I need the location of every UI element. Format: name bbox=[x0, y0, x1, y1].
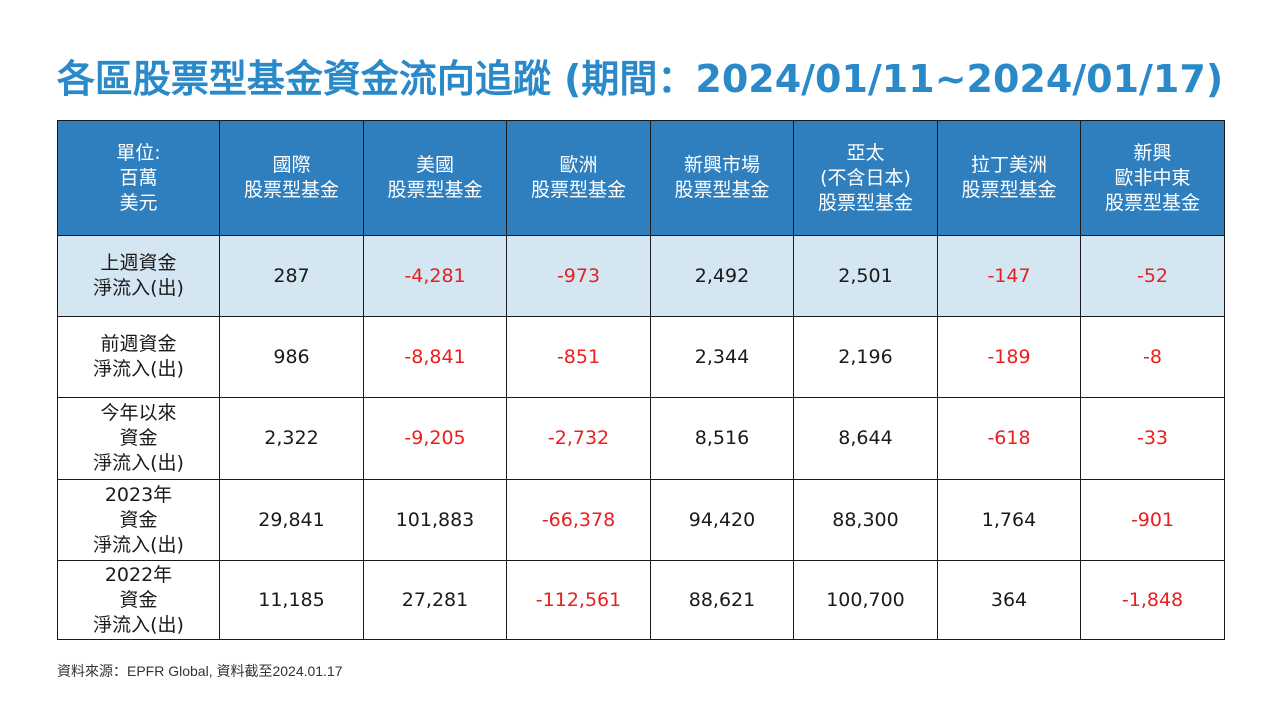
column-header-latin-america: 拉丁美洲 股票型基金 bbox=[937, 120, 1081, 236]
table-cell: 2,501 bbox=[793, 235, 938, 317]
table-cell: 2,492 bbox=[650, 235, 794, 317]
column-header-line: 美國 bbox=[415, 154, 454, 176]
row-label-line: 2022年 bbox=[104, 563, 173, 586]
row-label-line: 淨流入(出) bbox=[93, 533, 184, 556]
table-cell: 2,196 bbox=[793, 316, 938, 398]
table-cell: 11,185 bbox=[219, 560, 364, 640]
table-cell: -189 bbox=[937, 316, 1081, 398]
table-cell: 1,764 bbox=[937, 479, 1081, 561]
table-row: 2023年 資金 淨流入(出) 29,841 101,883 -66,378 9… bbox=[57, 479, 1225, 561]
column-header-europe: 歐洲 股票型基金 bbox=[506, 120, 651, 236]
table-cell: -33 bbox=[1080, 397, 1225, 480]
table-row: 2022年 資金 淨流入(出) 11,185 27,281 -112,561 8… bbox=[57, 560, 1225, 640]
column-header-us: 美國 股票型基金 bbox=[363, 120, 507, 236]
row-label: 2023年 資金 淨流入(出) bbox=[57, 479, 220, 561]
column-header-line: 股票型基金 bbox=[674, 179, 770, 201]
unit-line: 單位: bbox=[116, 141, 161, 164]
column-header-line: 股票型基金 bbox=[387, 179, 483, 201]
row-label-line: 淨流入(出) bbox=[93, 277, 184, 299]
column-header-line: 股票型基金 bbox=[817, 191, 913, 214]
column-header-line: 新興市場 bbox=[683, 154, 760, 176]
table-cell: 94,420 bbox=[650, 479, 794, 561]
table-cell: -901 bbox=[1080, 479, 1225, 561]
column-header-line: 歐洲 bbox=[559, 154, 598, 176]
table-row: 前週資金 淨流入(出) 986 -8,841 -851 2,344 2,196 … bbox=[57, 316, 1225, 398]
table-cell: 29,841 bbox=[219, 479, 364, 561]
table-cell: 986 bbox=[219, 316, 364, 398]
table-row: 今年以來 資金 淨流入(出) 2,322 -9,205 -2,732 8,516… bbox=[57, 397, 1225, 480]
table-cell: -2,732 bbox=[506, 397, 651, 480]
unit-line: 百萬 bbox=[119, 166, 158, 189]
fund-flow-table: 單位: 百萬 美元 國際 股票型基金 美國 股票型基金 歐洲 股票型基金 新興市… bbox=[57, 120, 1225, 640]
column-header-line: 股票型基金 bbox=[961, 179, 1057, 201]
table-cell: 88,300 bbox=[793, 479, 938, 561]
unit-header-cell: 單位: 百萬 美元 bbox=[57, 120, 220, 236]
column-header-line: 股票型基金 bbox=[530, 179, 626, 201]
row-label-line: 2023年 bbox=[104, 483, 173, 506]
table-cell: 2,344 bbox=[650, 316, 794, 398]
table-cell: -8 bbox=[1080, 316, 1225, 398]
page-title: 各區股票型基金資金流向追蹤 (期間：2024/01/11~2024/01/17) bbox=[56, 57, 1224, 101]
column-header-line: 股票型基金 bbox=[243, 179, 339, 201]
table-cell: -618 bbox=[937, 397, 1081, 480]
column-header-emea: 新興 歐非中東 股票型基金 bbox=[1080, 120, 1225, 236]
source-note: 資料來源：EPFR Global, 資料截至2024.01.17 bbox=[57, 663, 343, 679]
row-label-line: 前週資金 bbox=[100, 333, 177, 355]
table-cell: 8,516 bbox=[650, 397, 794, 480]
table-cell: -4,281 bbox=[363, 235, 507, 317]
row-label: 2022年 資金 淨流入(出) bbox=[57, 560, 220, 640]
row-label: 今年以來 資金 淨流入(出) bbox=[57, 397, 220, 480]
table-cell: -9,205 bbox=[363, 397, 507, 480]
table-cell: -973 bbox=[506, 235, 651, 317]
row-label: 前週資金 淨流入(出) bbox=[57, 316, 220, 398]
column-header-line: 亞太 bbox=[846, 141, 885, 164]
row-label-line: 資金 bbox=[119, 508, 158, 531]
unit-line: 美元 bbox=[119, 191, 158, 214]
row-label-line: 資金 bbox=[119, 427, 158, 449]
column-header-line: 股票型基金 bbox=[1104, 191, 1200, 214]
table-cell: 364 bbox=[937, 560, 1081, 640]
table-cell: -8,841 bbox=[363, 316, 507, 398]
row-label-line: 今年以來 bbox=[100, 402, 177, 424]
column-header-line: 拉丁美洲 bbox=[970, 154, 1047, 176]
column-header-line: 國際 bbox=[272, 154, 311, 176]
column-header-global: 國際 股票型基金 bbox=[219, 120, 364, 236]
table-cell: 2,322 bbox=[219, 397, 364, 480]
table-cell: -112,561 bbox=[506, 560, 651, 640]
table-cell: -1,848 bbox=[1080, 560, 1225, 640]
column-header-line: 新興 bbox=[1133, 141, 1172, 164]
row-label-line: 淨流入(出) bbox=[93, 452, 184, 474]
table-cell: -66,378 bbox=[506, 479, 651, 561]
table-cell: 100,700 bbox=[793, 560, 938, 640]
row-label-line: 淨流入(出) bbox=[93, 613, 184, 636]
row-label-line: 資金 bbox=[119, 588, 158, 611]
table-cell: 88,621 bbox=[650, 560, 794, 640]
table-header-row: 單位: 百萬 美元 國際 股票型基金 美國 股票型基金 歐洲 股票型基金 新興市… bbox=[57, 120, 1225, 236]
table-cell: -851 bbox=[506, 316, 651, 398]
table-cell: 101,883 bbox=[363, 479, 507, 561]
table-cell: -52 bbox=[1080, 235, 1225, 317]
row-label-line: 淨流入(出) bbox=[93, 358, 184, 380]
column-header-line: (不含日本) bbox=[820, 166, 911, 189]
table-cell: 287 bbox=[219, 235, 364, 317]
row-label: 上週資金 淨流入(出) bbox=[57, 235, 220, 317]
column-header-line: 歐非中東 bbox=[1114, 166, 1191, 189]
table-cell: -147 bbox=[937, 235, 1081, 317]
table-cell: 27,281 bbox=[363, 560, 507, 640]
row-label-line: 上週資金 bbox=[100, 252, 177, 274]
table-row: 上週資金 淨流入(出) 287 -4,281 -973 2,492 2,501 … bbox=[57, 235, 1225, 317]
table-cell: 8,644 bbox=[793, 397, 938, 480]
column-header-emerging: 新興市場 股票型基金 bbox=[650, 120, 794, 236]
column-header-asia-pacific: 亞太 (不含日本) 股票型基金 bbox=[793, 120, 938, 236]
